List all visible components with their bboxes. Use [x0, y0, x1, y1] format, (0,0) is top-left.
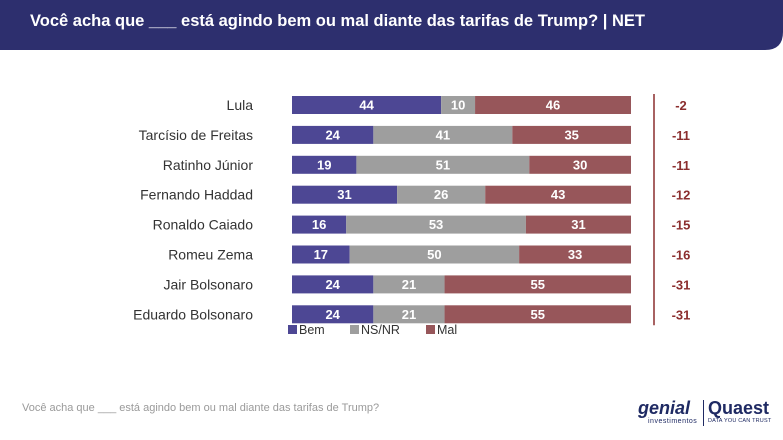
legend-label: Mal	[437, 323, 457, 337]
bar-segment-bem	[292, 155, 357, 174]
bar-segment-bem	[292, 125, 374, 144]
data-label: 46	[546, 98, 560, 113]
category-label: Ronaldo Caiado	[153, 217, 254, 233]
bar-segment-mal	[475, 96, 631, 114]
bar-segment-nsnr	[397, 185, 486, 204]
bar-segment-nsnr	[349, 245, 520, 264]
data-label: 21	[402, 307, 416, 322]
net-label: -31	[672, 277, 691, 292]
bar-segment-bem	[292, 305, 374, 324]
net-label: -2	[675, 98, 687, 113]
net-label: -12	[672, 188, 691, 203]
bar-segment-mal	[444, 305, 631, 324]
category-label: Fernando Haddad	[140, 187, 253, 203]
data-label: 26	[434, 187, 448, 202]
footnote: Você acha que ___ está agindo bem ou mal…	[22, 402, 380, 414]
category-label: Ratinho Júnior	[163, 157, 254, 173]
legend-label: Bem	[299, 323, 325, 337]
bar-segment-mal	[485, 185, 631, 204]
data-label: 24	[325, 127, 340, 142]
data-label: 31	[337, 187, 351, 202]
net-label: -11	[672, 128, 690, 143]
bar-segment-nsnr	[373, 305, 445, 324]
data-label: 24	[325, 307, 340, 322]
category-label: Eduardo Bolsonaro	[133, 306, 253, 322]
net-label: -16	[672, 248, 691, 263]
legend-label: NS/NR	[361, 323, 400, 337]
data-label: 10	[451, 98, 465, 113]
data-label: 41	[436, 127, 450, 142]
data-label: 50	[427, 247, 441, 262]
genial-logo: genial	[638, 398, 691, 418]
bar-segment-nsnr	[346, 215, 526, 234]
bar-segment-mal	[519, 245, 631, 264]
data-label: 31	[571, 217, 585, 232]
bar-segment-mal	[512, 125, 631, 144]
data-label: 17	[314, 247, 328, 262]
net-label: -15	[672, 218, 691, 233]
data-label: 44	[359, 98, 374, 113]
bar-segment-nsnr	[373, 125, 513, 144]
bar-segment-mal	[525, 215, 631, 234]
quaest-logo-subtitle: DATA YOU CAN TRUST	[708, 418, 772, 424]
category-label: Lula	[227, 97, 254, 113]
data-label: 43	[551, 187, 565, 202]
bar-segment-bem	[292, 245, 350, 264]
header-banner: Você acha que ___ está agindo bem ou mal…	[0, 0, 783, 50]
data-label: 35	[564, 127, 578, 142]
legend-swatch	[350, 325, 359, 334]
bar-segment-nsnr	[373, 275, 445, 294]
bar-segment-mal	[444, 275, 631, 294]
data-label: 30	[573, 157, 587, 172]
category-label: Jair Bolsonaro	[164, 276, 254, 292]
chart-title: Você acha que ___ está agindo bem ou mal…	[30, 12, 645, 30]
quaest-logo: Quaest	[708, 398, 770, 418]
legend-swatch	[426, 325, 435, 334]
bar-segment-nsnr	[356, 155, 530, 174]
genial-logo-subtitle: investimentos	[648, 418, 698, 425]
data-label: 51	[436, 157, 450, 172]
data-label: 53	[429, 217, 443, 232]
bar-segment-bem	[292, 96, 442, 114]
bar-segment-nsnr	[441, 96, 476, 114]
data-label: 16	[312, 217, 326, 232]
data-label: 33	[568, 247, 582, 262]
header-background	[0, 0, 783, 50]
data-label: 21	[402, 277, 416, 292]
bar-segment-bem	[292, 185, 398, 204]
category-label: Tarcísio de Freitas	[139, 127, 253, 143]
bar-segment-bem	[292, 275, 374, 294]
data-label: 19	[317, 157, 331, 172]
logo-separator	[703, 400, 704, 426]
category-label: Romeu Zema	[168, 247, 253, 263]
data-label: 55	[531, 277, 545, 292]
data-label: 55	[531, 307, 545, 322]
data-label: 24	[325, 277, 340, 292]
legend-swatch	[288, 325, 297, 334]
bar-segment-bem	[292, 215, 347, 234]
net-label: -11	[672, 158, 690, 173]
bar-segment-mal	[529, 155, 631, 174]
net-label: -31	[672, 307, 691, 322]
